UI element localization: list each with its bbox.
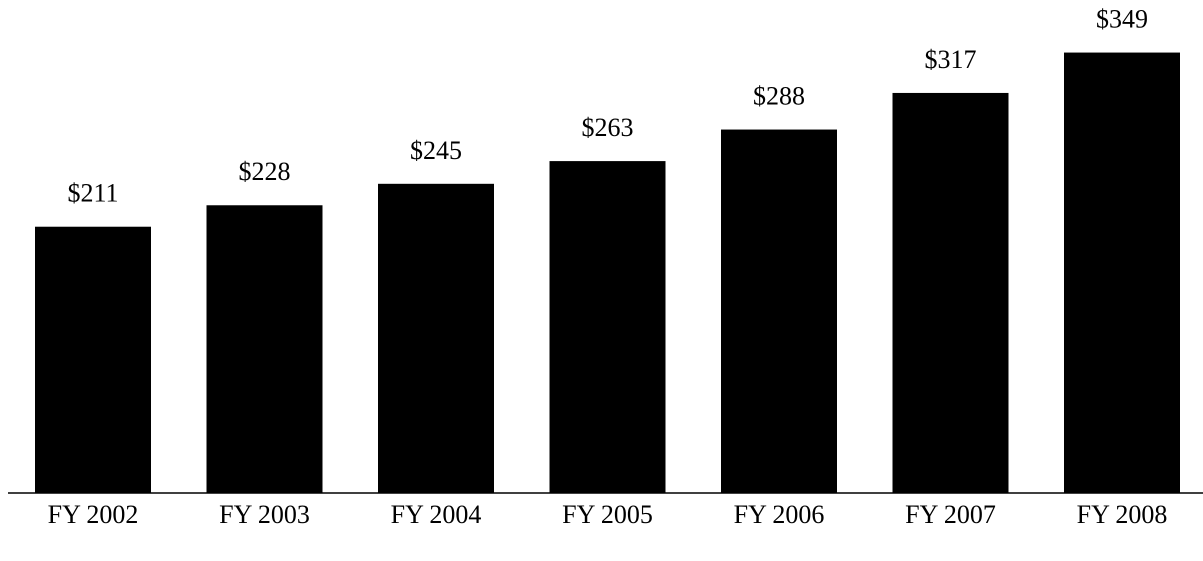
x-tick-label: FY 2006 — [734, 500, 825, 529]
value-label: $288 — [753, 82, 805, 111]
x-tick-label: FY 2003 — [219, 500, 310, 529]
value-label: $211 — [67, 179, 118, 208]
x-tick-label: FY 2002 — [48, 500, 139, 529]
value-label: $263 — [582, 113, 634, 142]
bar — [35, 226, 151, 493]
x-tick-label: FY 2008 — [1077, 500, 1168, 529]
x-tick-label: FY 2005 — [562, 500, 653, 529]
value-label: $245 — [410, 136, 462, 165]
x-tick-label: FY 2007 — [905, 500, 996, 529]
bar — [378, 183, 494, 493]
bar — [206, 205, 323, 493]
value-label: $349 — [1096, 5, 1148, 34]
bar — [892, 92, 1009, 494]
value-label: $228 — [239, 157, 291, 186]
value-label: $317 — [925, 45, 977, 74]
x-tick-label: FY 2004 — [391, 500, 482, 529]
bar — [721, 129, 837, 493]
bar — [549, 161, 666, 493]
bar — [1064, 52, 1180, 493]
